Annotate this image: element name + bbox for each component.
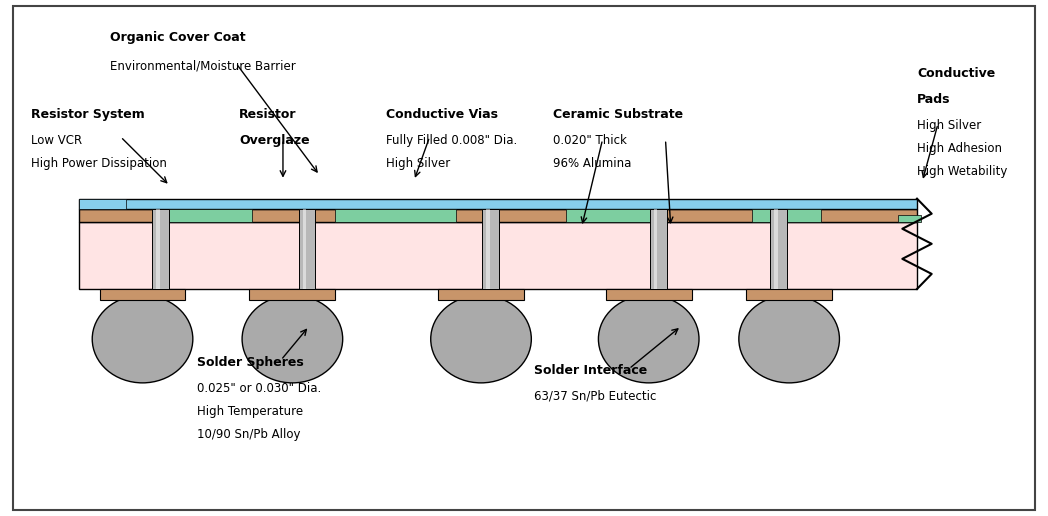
Bar: [770, 209, 787, 289]
Bar: [152, 209, 169, 289]
Text: 0.020" Thick: 0.020" Thick: [553, 134, 627, 147]
Ellipse shape: [242, 295, 343, 383]
Text: Solder Interface: Solder Interface: [534, 364, 648, 377]
Bar: [100, 289, 185, 300]
Bar: [79, 199, 126, 209]
Bar: [249, 289, 335, 300]
Bar: [654, 209, 657, 289]
Ellipse shape: [431, 295, 531, 383]
Text: 0.025" or 0.030" Dia.: 0.025" or 0.030" Dia.: [197, 382, 322, 395]
Bar: [79, 222, 917, 289]
Text: High Silver: High Silver: [386, 157, 450, 170]
Ellipse shape: [598, 295, 699, 383]
Bar: [79, 209, 917, 222]
Text: High Temperature: High Temperature: [197, 405, 303, 418]
Text: 63/37 Sn/Pb Eutectic: 63/37 Sn/Pb Eutectic: [534, 390, 657, 402]
Text: Overglaze: Overglaze: [239, 134, 309, 147]
Text: Environmental/Moisture Barrier: Environmental/Moisture Barrier: [110, 59, 296, 72]
Text: Fully Filled 0.008" Dia.: Fully Filled 0.008" Dia.: [386, 134, 517, 147]
Text: Solder Spheres: Solder Spheres: [197, 356, 304, 369]
Text: High Silver: High Silver: [917, 119, 981, 132]
Text: High Power Dissipation: High Power Dissipation: [31, 157, 168, 170]
Text: Resistor System: Resistor System: [31, 108, 146, 121]
Bar: [299, 209, 315, 289]
Text: Conductive Vias: Conductive Vias: [386, 108, 498, 121]
Text: Low VCR: Low VCR: [31, 134, 83, 147]
Text: Resistor: Resistor: [239, 108, 297, 121]
Ellipse shape: [92, 295, 193, 383]
Bar: [774, 209, 778, 289]
Bar: [156, 209, 159, 289]
Text: 96% Alumina: 96% Alumina: [553, 157, 632, 170]
Bar: [566, 209, 665, 222]
Text: Conductive: Conductive: [917, 67, 996, 80]
Text: Ceramic Substrate: Ceramic Substrate: [553, 108, 683, 121]
Text: Pads: Pads: [917, 93, 951, 106]
Bar: [650, 209, 667, 289]
Bar: [898, 215, 921, 222]
Bar: [482, 209, 499, 289]
Ellipse shape: [739, 295, 839, 383]
Bar: [335, 209, 456, 222]
Bar: [438, 289, 524, 300]
Bar: [303, 209, 306, 289]
Text: Organic Cover Coat: Organic Cover Coat: [110, 31, 245, 44]
Bar: [606, 289, 692, 300]
Bar: [486, 209, 489, 289]
Bar: [79, 199, 917, 209]
Bar: [152, 209, 252, 222]
Text: High Adhesion: High Adhesion: [917, 142, 1002, 155]
Text: High Wetability: High Wetability: [917, 165, 1007, 178]
Bar: [746, 289, 832, 300]
Bar: [752, 209, 821, 222]
Text: 10/90 Sn/Pb Alloy: 10/90 Sn/Pb Alloy: [197, 428, 301, 441]
